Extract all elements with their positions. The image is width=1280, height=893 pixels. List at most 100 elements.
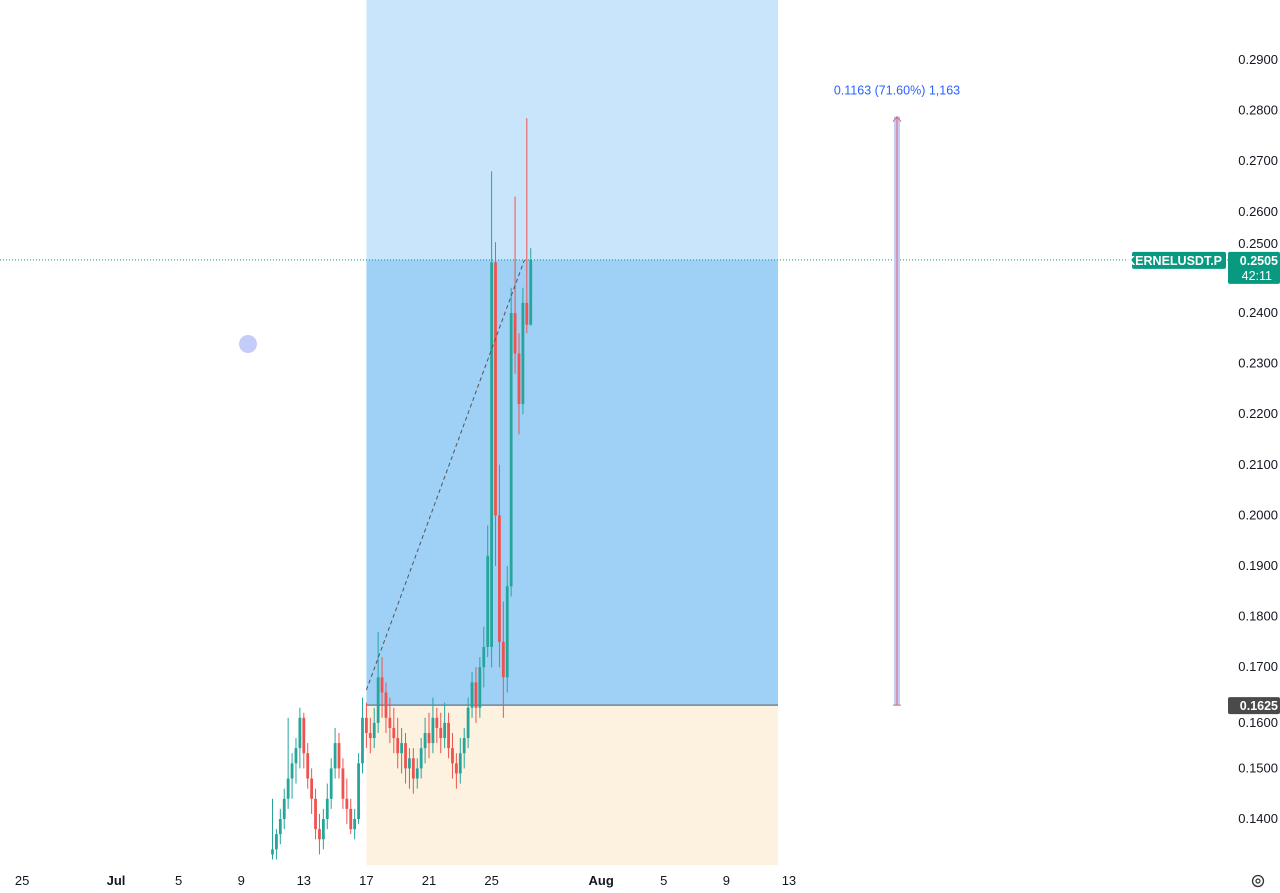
candle-body xyxy=(368,732,372,739)
price-tick-label: 0.1600 xyxy=(1238,715,1278,730)
candle-body xyxy=(376,677,380,723)
candle-body xyxy=(462,738,466,754)
candle-body xyxy=(478,667,482,708)
time-tick-label: Jul xyxy=(107,873,126,888)
candle xyxy=(298,707,302,769)
candle xyxy=(509,287,513,597)
candle xyxy=(400,727,404,774)
candle-body xyxy=(275,834,278,850)
candle xyxy=(439,712,443,754)
candle-body xyxy=(361,717,364,764)
candle xyxy=(408,748,411,789)
candle xyxy=(419,738,423,779)
candle xyxy=(310,768,314,814)
price-tick-label: 0.2100 xyxy=(1238,457,1278,472)
candle-body xyxy=(345,798,349,809)
candle-body xyxy=(286,778,290,799)
candle-body xyxy=(392,727,396,739)
candle-body xyxy=(325,798,329,819)
measure-tool[interactable]: 0.1163 (71.60%) 1,163 xyxy=(834,84,960,706)
candle xyxy=(271,798,274,860)
candle-body xyxy=(494,262,497,516)
candle-body xyxy=(278,819,282,835)
price-tick-label: 0.1800 xyxy=(1238,609,1278,624)
candle xyxy=(525,118,529,334)
profit-zone-filled[interactable] xyxy=(366,259,778,706)
symbol-tag xyxy=(1132,251,1226,269)
target-zone[interactable] xyxy=(366,0,778,260)
candle xyxy=(376,631,380,733)
price-tick-label: 0.2400 xyxy=(1238,305,1278,320)
candle-body xyxy=(365,717,368,733)
candle xyxy=(286,717,290,809)
arrow-up-icon xyxy=(892,115,902,122)
candle xyxy=(486,525,490,658)
candle xyxy=(494,242,497,566)
candle-body xyxy=(314,798,317,830)
long-position-tool[interactable] xyxy=(366,0,778,866)
symbol-label: KERNELUSDT.P xyxy=(1126,254,1222,268)
measure-label: 0.1163 (71.60%) 1,163 xyxy=(834,84,960,98)
price-axis[interactable]: 0.2900 0.2800 0.2700 0.2600 0.2500 0.2400 0.23… xyxy=(1238,52,1278,826)
candle xyxy=(423,717,427,764)
candle-body xyxy=(470,682,474,708)
candle xyxy=(458,738,462,784)
candle xyxy=(302,712,306,769)
candle xyxy=(380,657,384,718)
stop-zone[interactable] xyxy=(366,705,778,866)
entry-tag xyxy=(1228,697,1280,715)
candle xyxy=(474,667,478,723)
drawing-anchor-dot[interactable] xyxy=(239,335,257,353)
candle xyxy=(361,697,364,774)
settings-icon[interactable] xyxy=(1251,874,1265,888)
entry-price-tag: 0.1625 xyxy=(1228,697,1280,715)
price-tick-label: 0.1500 xyxy=(1238,760,1278,775)
candle-body xyxy=(388,717,392,728)
candle xyxy=(501,601,505,718)
candle-body xyxy=(435,717,439,728)
candle xyxy=(294,738,298,784)
candle xyxy=(337,732,341,779)
candle-body xyxy=(509,313,513,587)
candle xyxy=(466,697,470,749)
time-tick-label: 25 xyxy=(484,873,498,888)
candle xyxy=(321,808,325,850)
entry-price: 0.1625 xyxy=(1240,699,1278,713)
candle-body xyxy=(321,819,325,840)
time-tick-label: 9 xyxy=(238,873,245,888)
trend-line[interactable] xyxy=(365,259,525,691)
candle xyxy=(454,753,458,789)
candle-body xyxy=(282,798,286,819)
candle-body xyxy=(447,722,450,749)
candle xyxy=(357,753,360,825)
candle xyxy=(411,748,415,794)
candle-body xyxy=(380,677,384,693)
price-tick-label: 0.2700 xyxy=(1238,153,1278,168)
time-axis[interactable]: 25 Jul 5 9 13 17 21 25 Aug 5 9 13 xyxy=(15,873,796,888)
price-tick-label: 0.2900 xyxy=(1238,52,1278,67)
price-tick-label: 0.2600 xyxy=(1238,204,1278,219)
candle-body xyxy=(458,753,462,774)
candle-body xyxy=(466,707,470,739)
price-tick-label: 0.2500 xyxy=(1238,236,1278,251)
price-tick-label: 0.1400 xyxy=(1238,811,1278,826)
candle xyxy=(325,783,329,830)
candle-body xyxy=(517,353,521,405)
candle-body xyxy=(306,753,310,779)
candle xyxy=(490,171,493,668)
candle-body xyxy=(482,646,486,668)
time-tick-label: 5 xyxy=(175,873,182,888)
candle xyxy=(275,829,278,860)
candle-body xyxy=(294,748,298,764)
candle xyxy=(396,717,400,769)
candle-body xyxy=(357,763,360,819)
candle xyxy=(306,743,310,789)
time-tick-label: 21 xyxy=(422,873,436,888)
time-tick-label: 17 xyxy=(359,873,373,888)
candle-body xyxy=(349,808,353,830)
candle-body xyxy=(521,302,525,405)
candle xyxy=(482,626,486,688)
candle-body xyxy=(396,738,400,754)
candle-body xyxy=(341,768,345,799)
